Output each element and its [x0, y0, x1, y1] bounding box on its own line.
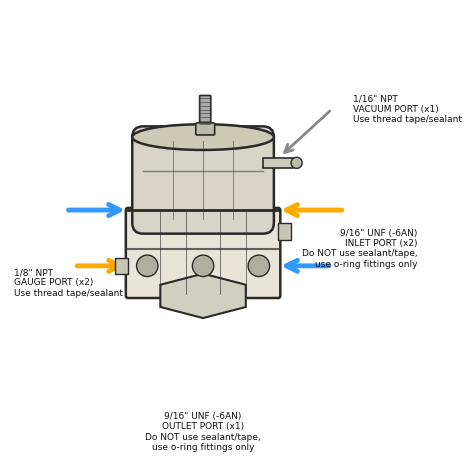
Polygon shape: [160, 273, 246, 318]
Circle shape: [137, 255, 158, 276]
FancyBboxPatch shape: [132, 127, 274, 234]
FancyBboxPatch shape: [196, 123, 215, 135]
Bar: [278, 223, 291, 240]
FancyBboxPatch shape: [200, 95, 211, 127]
FancyBboxPatch shape: [126, 208, 280, 298]
Bar: [263, 158, 293, 168]
Text: 9/16" UNF (-6AN)
OUTLET PORT (x1)
Do NOT use sealant/tape,
use o-ring fittings o: 9/16" UNF (-6AN) OUTLET PORT (x1) Do NOT…: [145, 412, 261, 452]
Text: 1/16" NPT
VACUUM PORT (x1)
Use thread tape/sealant: 1/16" NPT VACUUM PORT (x1) Use thread ta…: [353, 94, 462, 124]
Circle shape: [291, 157, 302, 168]
Circle shape: [248, 255, 270, 276]
Text: 1/8" NPT
GAUGE PORT (x2)
Use thread tape/sealant: 1/8" NPT GAUGE PORT (x2) Use thread tape…: [14, 268, 123, 298]
Text: 9/16" UNF (-6AN)
INLET PORT (x2)
Do NOT use sealant/tape,
use o-ring fittings on: 9/16" UNF (-6AN) INLET PORT (x2) Do NOT …: [302, 228, 418, 269]
Ellipse shape: [132, 124, 274, 150]
Bar: [115, 258, 128, 273]
Circle shape: [192, 255, 214, 276]
